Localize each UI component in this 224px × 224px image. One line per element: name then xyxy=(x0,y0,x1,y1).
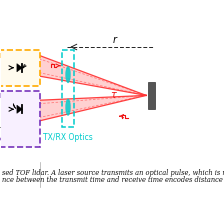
Bar xyxy=(62,50,74,127)
Text: nce between the transmit time and receive time encodes distance to th: nce between the transmit time and receiv… xyxy=(2,176,224,184)
Text: TX/RX Optics: TX/RX Optics xyxy=(43,133,93,142)
Text: r: r xyxy=(113,35,117,45)
Ellipse shape xyxy=(66,99,71,115)
Text: rce: rce xyxy=(0,51,13,60)
Polygon shape xyxy=(17,64,22,72)
Text: RX: RX xyxy=(0,93,10,99)
Bar xyxy=(0,91,40,146)
Ellipse shape xyxy=(66,66,71,83)
Bar xyxy=(0,50,40,86)
Polygon shape xyxy=(39,95,146,121)
Text: τ: τ xyxy=(110,90,116,100)
Text: sed TOF lidar. A laser source transmits an optical pulse, which is reflec: sed TOF lidar. A laser source transmits … xyxy=(2,169,224,177)
Bar xyxy=(148,82,155,109)
Text: ector: ector xyxy=(0,136,20,142)
Polygon shape xyxy=(39,55,146,95)
Polygon shape xyxy=(17,105,22,113)
Text: →Time: →Time xyxy=(0,125,20,130)
